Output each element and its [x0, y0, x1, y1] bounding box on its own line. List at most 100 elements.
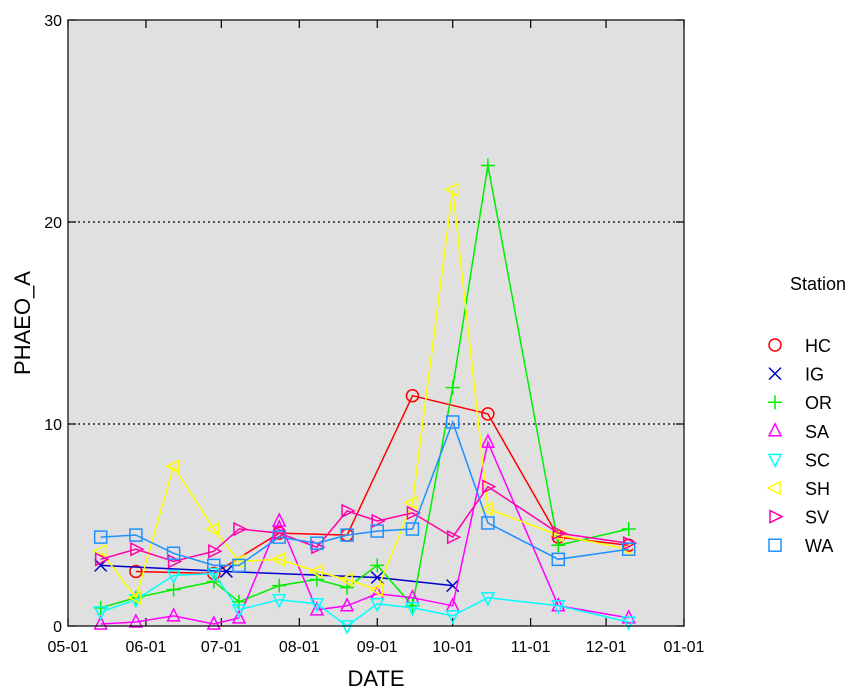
data-point-sh [479, 501, 494, 517]
legend-marker-sa [767, 422, 783, 437]
data-point-wa [621, 542, 636, 556]
data-point-sa [206, 615, 222, 630]
data-point-or [621, 522, 636, 537]
data-point-sc [309, 598, 325, 613]
data-point-sh [338, 572, 353, 587]
legend-item-hc: HC [768, 336, 831, 356]
data-point-sv [446, 529, 462, 545]
data-point-sh [620, 542, 635, 557]
legend-label-sc: SC [805, 450, 830, 470]
data-point-sh [127, 590, 142, 605]
data-point-wa [272, 530, 286, 544]
series-line-sa [100, 439, 629, 625]
data-point-sv [167, 554, 183, 569]
data-point-wa [232, 558, 246, 573]
data-point-wa [129, 528, 143, 542]
data-point-sc [271, 593, 287, 609]
y-tick-label: 0 [53, 619, 62, 636]
legend-item-sc: SC [767, 450, 830, 470]
data-point-or [480, 158, 495, 173]
data-point-or [93, 600, 108, 615]
data-point-sh [164, 459, 180, 474]
data-point-sh [444, 182, 459, 197]
data-point-wa [340, 528, 354, 542]
series-sc [93, 567, 636, 635]
data-point-sv [233, 521, 248, 537]
data-point-sc [206, 567, 222, 583]
data-point-or [272, 578, 287, 593]
data-point-sv [208, 544, 223, 559]
x-tick-label: 11-01 [511, 639, 551, 656]
data-point-sc [339, 620, 355, 635]
data-point-wa [445, 415, 460, 429]
x-tick-label: 06-01 [125, 639, 166, 656]
data-point-sc [231, 604, 247, 619]
legend-label-sa: SA [805, 422, 829, 442]
data-point-sc [445, 610, 460, 625]
data-point-sa [339, 597, 355, 612]
data-point-sa [231, 609, 247, 624]
data-point-wa [207, 558, 221, 573]
x-tick-label: 05-01 [48, 639, 89, 656]
x-tick-label: 07-01 [201, 639, 242, 656]
y-tick-label: 20 [44, 215, 62, 232]
x-tick-label: 12-01 [586, 639, 627, 656]
legend-label-or: OR [805, 393, 832, 413]
data-point-sh [308, 564, 323, 579]
data-point-or [551, 538, 566, 553]
data-point-or [166, 582, 181, 597]
series-wa [93, 415, 636, 573]
data-point-wa [551, 552, 566, 567]
legend-item-or: OR [768, 393, 832, 413]
legend-marker-sh [766, 480, 781, 496]
y-tick-label: 30 [44, 13, 62, 30]
series-layer [92, 158, 638, 635]
data-point-sc [166, 569, 181, 585]
data-point-wa [405, 522, 420, 536]
series-line-sc [100, 572, 629, 627]
data-point-sh [270, 552, 285, 567]
x-tick-label: 01-01 [664, 639, 705, 656]
series-sh [92, 182, 635, 605]
legend-item-wa: WA [768, 536, 833, 556]
series-line-or [100, 165, 629, 609]
legend-marker-or [768, 395, 782, 410]
legend-title: Station [790, 274, 846, 294]
data-point-sh [368, 582, 384, 597]
data-point-sv [482, 479, 497, 494]
legend-label-sv: SV [805, 508, 829, 528]
data-point-or [370, 558, 385, 573]
legend-item-sv: SV [769, 508, 829, 528]
data-point-sc [405, 602, 420, 617]
data-point-wa [166, 546, 181, 561]
plot-frame [67, 19, 685, 627]
data-point-sv [273, 525, 288, 541]
data-point-sh [403, 495, 419, 510]
data-point-sa [271, 512, 287, 527]
data-point-sv [311, 540, 326, 555]
data-point-sv [406, 505, 422, 521]
data-point-sc [480, 591, 496, 607]
data-point-sv [94, 552, 110, 567]
data-point-sa [480, 433, 496, 448]
legend-label-sh: SH [805, 479, 830, 499]
data-point-hc [405, 388, 420, 403]
y-axis-label: PHAEO_A [10, 271, 35, 375]
data-point-ig [219, 564, 233, 578]
legend-item-ig: IG [768, 365, 824, 385]
data-point-sa [166, 607, 181, 622]
x-axis-label: DATE [347, 666, 404, 691]
data-point-wa [310, 536, 324, 550]
legend-marker-sv [769, 509, 784, 524]
legend-marker-wa [768, 538, 782, 552]
legend-label-wa: WA [805, 536, 833, 556]
data-point-sv [371, 513, 386, 529]
y-tick-label: 10 [44, 417, 62, 434]
legend-marker-sc [767, 453, 783, 469]
data-point-sa [128, 613, 144, 628]
data-point-hc [481, 407, 495, 421]
x-tick-label: 09-01 [357, 639, 398, 656]
data-point-wa [481, 516, 495, 530]
data-point-wa [93, 530, 108, 544]
